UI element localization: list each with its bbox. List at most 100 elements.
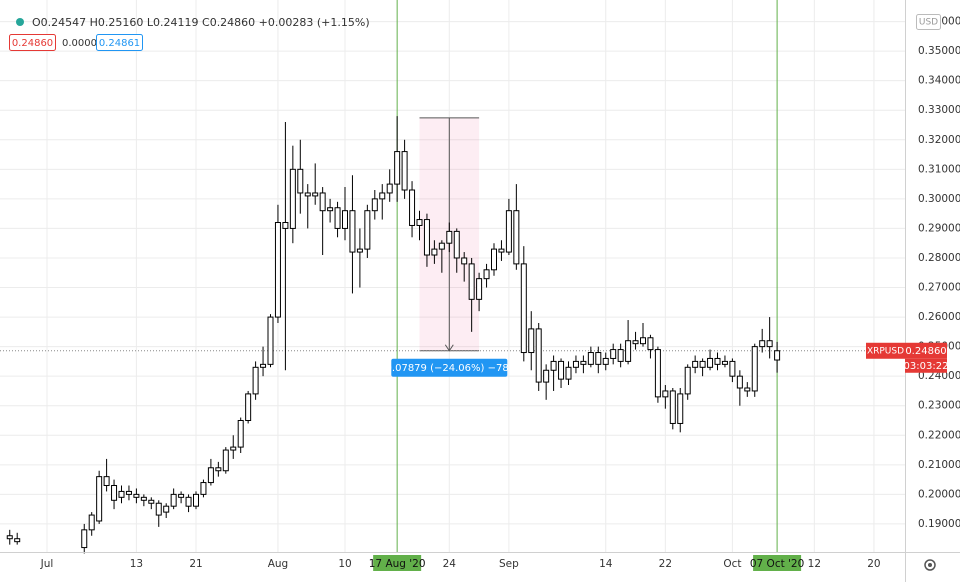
candle-body bbox=[729, 360, 736, 377]
measure-arrow-head bbox=[444, 344, 454, 352]
candle-body bbox=[505, 210, 512, 253]
countdown-tag bbox=[905, 358, 947, 373]
candle-body bbox=[654, 349, 661, 398]
x-tick-label: 13 bbox=[130, 558, 143, 570]
candle-body bbox=[125, 490, 132, 495]
y-tick-label: 0.30000 bbox=[918, 193, 960, 205]
candle-body bbox=[476, 278, 483, 300]
y-tick-label: 0.27000 bbox=[918, 282, 960, 294]
x-tick-label: Sep bbox=[499, 558, 519, 570]
status-dot bbox=[16, 18, 24, 26]
candle-body bbox=[297, 168, 304, 194]
candle-body bbox=[409, 189, 416, 226]
candle-body bbox=[423, 219, 430, 256]
candle-body bbox=[14, 538, 21, 543]
candle-body bbox=[543, 369, 550, 383]
x-tick-label: 17 Aug '20 bbox=[369, 558, 426, 570]
measure-label: −0.07879 (−24.06%) −7879 bbox=[377, 363, 521, 374]
x-tick-label: 20 bbox=[867, 558, 880, 570]
y-tick-label: 0.20000 bbox=[918, 488, 960, 500]
candle-body bbox=[647, 337, 654, 351]
candle-body bbox=[640, 337, 646, 345]
x-tick-label: Aug bbox=[268, 558, 289, 570]
currency-box bbox=[916, 14, 941, 30]
symbol-tag bbox=[866, 342, 905, 359]
candle-body bbox=[491, 248, 497, 271]
candle-body bbox=[222, 449, 229, 472]
x-tick-label: Oct bbox=[723, 558, 741, 570]
candle-body bbox=[632, 340, 639, 345]
candle-body bbox=[558, 360, 565, 380]
candle-body bbox=[580, 360, 587, 365]
candle-body bbox=[349, 210, 356, 253]
marker-label-box bbox=[753, 555, 802, 571]
candle-body bbox=[625, 340, 632, 362]
candle-body bbox=[371, 198, 378, 212]
countdown-label: 03:03:22 bbox=[904, 361, 949, 372]
candle-body bbox=[252, 366, 259, 395]
candle-body bbox=[185, 496, 192, 507]
candle-body bbox=[550, 360, 557, 371]
candle-body bbox=[595, 352, 602, 365]
ask-box bbox=[96, 34, 143, 51]
y-tick-label: 0.22000 bbox=[918, 429, 960, 441]
y-tick-label: 0.19000 bbox=[918, 518, 960, 530]
x-tick-label: 24 bbox=[443, 558, 457, 570]
candle-body bbox=[327, 207, 334, 212]
candle-body bbox=[163, 505, 170, 513]
y-tick-label: 0.29000 bbox=[918, 222, 960, 234]
candle-body bbox=[461, 257, 468, 265]
candle-body bbox=[118, 490, 125, 498]
candle-body bbox=[766, 340, 773, 348]
candle-body bbox=[148, 499, 155, 504]
candle-body bbox=[103, 476, 110, 487]
y-tick-label: 0.26000 bbox=[918, 311, 960, 323]
candle-body bbox=[744, 387, 751, 392]
candle-body bbox=[446, 230, 453, 244]
candle-body bbox=[721, 360, 728, 365]
x-tick-label: Jul bbox=[40, 558, 54, 570]
candle-body bbox=[155, 502, 162, 516]
candle-body bbox=[483, 269, 490, 280]
y-tick-label: 0.32000 bbox=[918, 134, 960, 146]
candle-body bbox=[751, 346, 758, 392]
candle-body bbox=[468, 263, 475, 300]
candle-body bbox=[319, 192, 326, 212]
x-tick-label: 14 bbox=[599, 558, 613, 570]
candle-body bbox=[304, 192, 311, 197]
candle-body bbox=[774, 350, 781, 361]
candle-body bbox=[81, 529, 88, 549]
y-tick-label: 0.28000 bbox=[918, 252, 960, 264]
candle-body bbox=[699, 360, 706, 368]
y-tick-label: 0.24000 bbox=[918, 370, 960, 382]
settings-icon[interactable] bbox=[924, 559, 936, 571]
candle-body bbox=[342, 210, 348, 229]
candle-body bbox=[431, 248, 438, 256]
ohlc-text: O0.24547 H0.25160 L0.24119 C0.24860 +0.0… bbox=[32, 16, 370, 29]
candle-body bbox=[587, 352, 594, 365]
candle-body bbox=[386, 183, 393, 194]
candle-body bbox=[364, 210, 371, 250]
candle-body bbox=[692, 360, 699, 368]
candle-body bbox=[401, 151, 408, 191]
bid-price: 0.24860 bbox=[12, 38, 53, 49]
candle-body bbox=[565, 366, 572, 380]
candle-body bbox=[416, 219, 423, 226]
bid-box bbox=[9, 34, 56, 51]
candle-body bbox=[356, 248, 363, 253]
measure-label-box bbox=[391, 358, 508, 377]
candle-body bbox=[736, 375, 743, 389]
symbol-label: XRPUSD bbox=[867, 346, 904, 356]
candle-body bbox=[498, 248, 505, 253]
candle-body bbox=[133, 493, 140, 498]
candle-body bbox=[193, 493, 199, 507]
candle-body bbox=[237, 420, 244, 448]
candle-body bbox=[274, 222, 281, 318]
candle-body bbox=[178, 493, 185, 498]
y-tick-label: 0.35000 bbox=[918, 45, 960, 57]
candle-body bbox=[759, 340, 766, 348]
y-tick-label: 0.34000 bbox=[918, 75, 960, 87]
ask-price: 0.24861 bbox=[99, 38, 140, 49]
candle-body bbox=[677, 393, 684, 424]
